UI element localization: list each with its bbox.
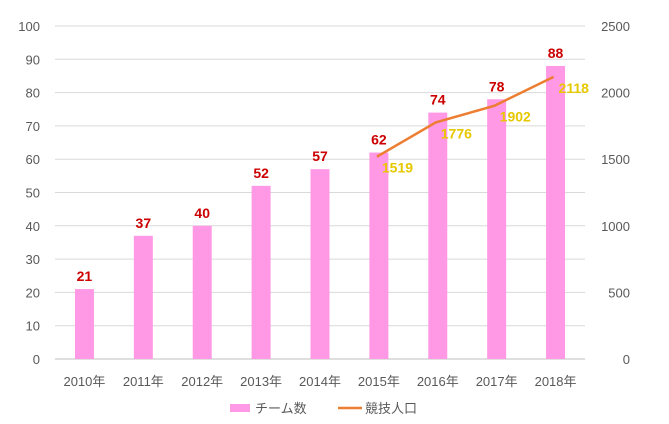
left-tick-label: 60 (26, 152, 40, 167)
right-tick-label: 1500 (601, 152, 630, 167)
x-tick-label: 2015年 (358, 374, 400, 389)
legend-swatch-teams (230, 404, 250, 412)
legend-label-population: 競技人口 (365, 401, 417, 416)
bar-value-label: 52 (253, 165, 269, 181)
x-tick-label: 2018年 (535, 374, 577, 389)
bar-value-label: 78 (489, 78, 505, 94)
bar-value-label: 37 (136, 215, 152, 231)
left-tick-label: 80 (26, 86, 40, 101)
right-tick-label: 0 (623, 352, 630, 367)
bars (74, 65, 566, 360)
bar (546, 65, 566, 360)
bar (428, 112, 448, 359)
axes: 0102030405060708090100050010001500200025… (18, 19, 630, 389)
x-tick-label: 2011年 (123, 374, 164, 389)
right-tick-label: 1000 (601, 219, 630, 234)
line-path (376, 75, 555, 158)
left-tick-label: 70 (26, 119, 40, 134)
right-tick-label: 2000 (601, 86, 630, 101)
line-value-label: 1776 (441, 125, 472, 141)
data-labels: 21 37 40 52 57 62 74 78 88 1519 1776 1902 2118 (77, 45, 589, 284)
bar-value-label: 21 (77, 268, 93, 284)
left-tick-label: 10 (26, 319, 40, 334)
left-tick-label: 30 (26, 252, 40, 267)
left-tick-label: 50 (26, 186, 40, 201)
bar-value-label: 57 (312, 148, 328, 164)
x-tick-label: 2012年 (181, 374, 223, 389)
x-tick-label: 2010年 (63, 374, 105, 389)
left-tick-label: 90 (26, 52, 40, 67)
bar (251, 185, 271, 359)
bar-value-label: 62 (371, 132, 387, 148)
bar (133, 235, 153, 359)
bar-value-label: 40 (194, 205, 210, 221)
legend-label-teams: チーム数 (255, 401, 307, 416)
right-tick-label: 2500 (601, 19, 630, 34)
bar (310, 169, 330, 359)
line-value-label: 1519 (382, 160, 413, 176)
bar (74, 289, 94, 359)
bar-value-label: 88 (548, 45, 564, 61)
bar-value-label: 74 (430, 92, 446, 108)
left-tick-label: 0 (33, 352, 40, 367)
line-value-label: 2118 (559, 80, 590, 96)
x-tick-label: 2013年 (240, 374, 282, 389)
bar (192, 225, 212, 359)
left-tick-label: 20 (26, 285, 40, 300)
bar (369, 152, 389, 359)
right-tick-label: 500 (608, 285, 630, 300)
legend: チーム数 競技人口 (230, 401, 417, 416)
x-tick-label: 2017年 (476, 374, 518, 389)
line-value-label: 1902 (500, 109, 531, 125)
bar (487, 99, 507, 359)
left-tick-label: 40 (26, 219, 40, 234)
x-tick-label: 2016年 (417, 374, 459, 389)
x-tick-label: 2014年 (299, 374, 341, 389)
line-series (376, 75, 555, 158)
left-tick-label: 100 (18, 19, 40, 34)
